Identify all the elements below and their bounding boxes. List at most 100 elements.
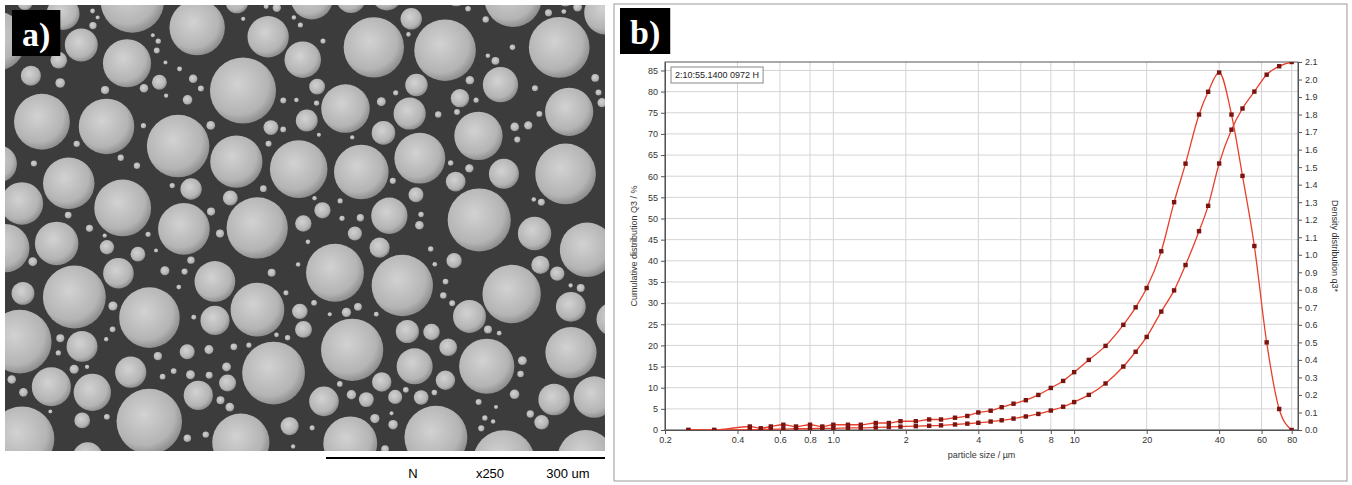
particle [372,372,391,391]
particle [56,334,64,342]
series-marker [769,424,773,428]
particle [514,137,520,143]
x-axis-tick: 4 [976,430,981,445]
series-marker [1036,412,1040,416]
particle [545,327,596,378]
particle [314,100,319,105]
particle [489,159,519,189]
y2-axis-tick-label: 0.3 [1305,373,1318,383]
particle [146,232,151,237]
particle [390,178,396,184]
particle [517,371,524,378]
series-marker [1061,379,1065,383]
particle [231,283,285,337]
particle [538,384,570,416]
series-marker [1217,161,1221,165]
y-axis-tick-mark [661,282,665,283]
x-axis-tick: 80 [1287,430,1297,445]
particle [377,97,386,106]
y-axis-tick-mark [661,155,665,156]
particle [484,326,492,334]
x-axis-tick: 0.4 [732,430,745,445]
particle [478,425,484,431]
particle [494,405,498,409]
y-axis-tick-mark [661,388,665,389]
y-axis-tick-mark [661,70,665,71]
particle [100,240,114,254]
series-marker [965,421,969,425]
particle [18,5,33,10]
y-axis-tick-mark [661,345,665,346]
particle [309,79,325,95]
y2-axis-tick-label: 1.2 [1305,215,1318,225]
y2-axis-tick-label: 0.5 [1305,338,1318,348]
particle [103,258,134,289]
y-grid-line [665,366,1298,367]
y-axis-tick-label: 65 [648,150,658,160]
micrograph-background [5,5,605,451]
y-axis-tick: 60 [648,172,665,182]
particle [451,89,469,107]
y2-axis-tick-mark [1298,132,1302,133]
series-marker [1159,309,1163,313]
y-axis-tick: 50 [648,214,665,224]
particle [183,95,193,105]
particle [28,257,37,266]
particle [264,120,279,135]
y2-axis-tick: 1.3 [1298,198,1318,208]
y2-axis-tick-label: 1.0 [1305,250,1318,260]
particle [176,285,181,290]
particle [350,135,354,139]
series-marker [999,405,1003,409]
panel-label: b) [630,14,660,52]
series-marker [976,421,980,425]
particle [180,178,201,199]
particle [151,33,155,37]
particle [414,19,476,81]
particle [296,110,318,132]
series-marker [1144,335,1148,339]
particle [535,144,596,205]
x-axis-tick-mark [1219,430,1220,434]
y2-axis-tick-mark [1298,115,1302,116]
particle [204,345,213,354]
particle [394,133,445,184]
particle [206,121,215,130]
particle [306,244,364,302]
particle [538,199,545,206]
y-axis-tick: 30 [648,298,665,308]
series-marker [887,425,891,429]
x-axis-tick-mark [1051,430,1052,434]
y2-axis: 0.00.10.20.30.40.50.60.70.80.91.01.11.21… [1298,57,1318,435]
particle [79,99,135,155]
series-marker [712,428,716,430]
particle [545,9,552,16]
y-axis-tick-mark [661,219,665,220]
particle [312,196,317,201]
particle [491,57,499,65]
figure: a)Nx250300 um0.20.40.60.81.0246810204060… [0,0,1352,485]
x-axis-tick: 1.0 [828,430,841,445]
particle [231,343,238,350]
series-marker [953,416,957,420]
particle [171,368,177,374]
particle [486,53,491,58]
particle [108,301,117,310]
series-marker [1206,90,1210,94]
scale-bar [326,457,605,459]
particle [409,187,424,202]
particle [336,5,365,13]
x-axis-tick-mark [1147,430,1148,434]
particle [314,202,330,218]
particle [334,145,389,200]
x-axis-tick-label: 20 [1142,435,1152,445]
x-axis: 0.20.40.60.81.024681020406080 [659,430,1298,445]
particle [443,279,449,285]
y-grid-line [665,239,1298,240]
y2-axis-tick-mark [1298,150,1302,151]
series-marker [1277,64,1281,68]
particle [21,66,41,86]
y-axis-tick-label: 75 [648,108,658,118]
series-marker [1087,393,1091,397]
particle [482,265,540,323]
